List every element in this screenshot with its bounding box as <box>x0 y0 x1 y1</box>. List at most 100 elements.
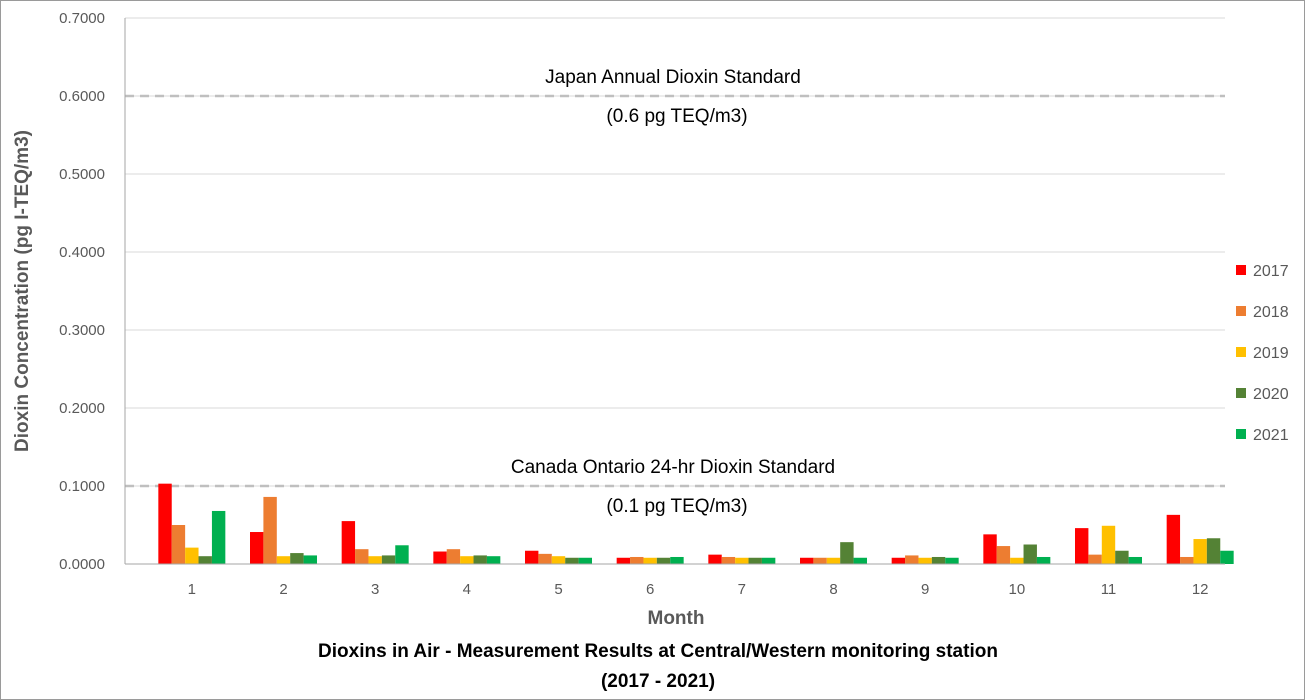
x-tick-label: 1 <box>188 581 196 598</box>
legend-swatch-2017 <box>1236 265 1246 275</box>
bar-2020-month-6 <box>656 557 671 564</box>
bar-2020-month-7 <box>748 557 762 564</box>
reference-line-sublabel: (0.1 pg TEQ/m3) <box>606 496 747 517</box>
y-tick-label: 0.6000 <box>59 88 105 105</box>
y-tick-label: 0.3000 <box>59 322 105 339</box>
bar-2021-month-8 <box>853 557 867 564</box>
gridlines <box>125 17 1225 487</box>
bar-2017-month-6 <box>616 557 631 564</box>
bar-2017-month-10 <box>983 534 997 564</box>
bar-2021-month-4 <box>486 556 501 564</box>
x-tick-label: 3 <box>371 581 379 598</box>
legend-label-2020: 2020 <box>1253 386 1289 403</box>
bar-2019-month-7 <box>735 557 749 564</box>
bar-2018-month-12 <box>1180 556 1194 564</box>
y-tick-label: 0.2000 <box>59 400 105 417</box>
bar-2021-month-10 <box>1036 556 1051 564</box>
y-tick-label: 0.1000 <box>59 478 105 495</box>
legend-swatch-2019 <box>1236 347 1246 357</box>
x-tick-label: 5 <box>554 581 562 598</box>
legend: 2017 2018 2019 2020 2021 <box>1236 263 1289 444</box>
x-tick-label: 9 <box>921 581 929 598</box>
bar-2019-month-12 <box>1193 539 1207 564</box>
bar-2021-month-3 <box>395 545 409 564</box>
legend-label-2018: 2018 <box>1253 304 1289 321</box>
bar-2021-month-1 <box>211 510 226 564</box>
bar-2020-month-11 <box>1115 550 1129 564</box>
x-tick-label: 7 <box>738 581 746 598</box>
axes <box>124 18 1225 565</box>
reference-line-sublabel: (0.6 pg TEQ/m3) <box>606 106 747 127</box>
x-axis-title: Month <box>648 608 705 629</box>
bar-2017-month-1 <box>158 483 172 564</box>
bar-2021-month-9 <box>945 557 959 564</box>
bar-2019-month-9 <box>918 557 932 564</box>
legend-swatch-2018 <box>1236 306 1246 316</box>
legend-swatch-2021 <box>1236 429 1246 439</box>
bar-2020-month-12 <box>1206 538 1221 564</box>
bar-2017-month-2 <box>250 532 264 564</box>
bar-2020-month-10 <box>1023 544 1037 564</box>
reference-lines: Japan Annual Dioxin Standard (0.6 pg TEQ/… <box>125 67 1225 517</box>
bar-2018-month-11 <box>1088 554 1102 564</box>
bar-2020-month-4 <box>473 555 487 564</box>
bar-2017-month-8 <box>800 557 814 564</box>
bar-2018-month-7 <box>721 556 736 564</box>
bar-2018-month-2 <box>263 496 277 564</box>
reference-line-label: Canada Ontario 24-hr Dioxin Standard <box>511 457 835 478</box>
x-tick-label: 2 <box>279 581 287 598</box>
legend-label-2017: 2017 <box>1253 263 1289 280</box>
bar-2017-month-7 <box>708 554 722 564</box>
bar-2017-month-12 <box>1166 514 1181 564</box>
legend-label-2019: 2019 <box>1253 345 1289 362</box>
bar-2018-month-8 <box>813 557 827 564</box>
bar-2017-month-3 <box>341 521 356 564</box>
bars <box>158 483 1234 564</box>
bar-2021-month-6 <box>670 556 684 564</box>
bar-2019-month-6 <box>643 557 657 564</box>
bar-2019-month-8 <box>826 557 841 564</box>
bar-2018-month-6 <box>630 556 644 564</box>
bar-2018-month-1 <box>171 525 186 564</box>
bar-2020-month-3 <box>381 555 396 564</box>
bar-2019-month-10 <box>1010 557 1024 564</box>
x-tick-label: 10 <box>1008 581 1025 598</box>
y-tick-label: 0.4000 <box>59 244 105 261</box>
y-tick-label: 0.7000 <box>59 10 105 27</box>
bar-2020-month-8 <box>840 542 854 564</box>
bar-2017-month-4 <box>433 551 447 564</box>
bar-2021-month-7 <box>761 557 776 564</box>
bar-2019-month-4 <box>460 556 474 564</box>
bar-2020-month-2 <box>290 553 304 564</box>
bar-2017-month-5 <box>525 550 539 564</box>
bar-2019-month-2 <box>276 556 291 564</box>
chart-title: Dioxins in Air - Measurement Results at … <box>318 641 998 662</box>
bar-2021-month-5 <box>578 557 592 564</box>
bar-2018-month-10 <box>996 546 1011 564</box>
y-axis-title: Dioxin Concentration (pg I-TEQ/m3) <box>12 130 33 452</box>
bar-2021-month-2 <box>303 555 317 564</box>
legend-swatch-2020 <box>1236 388 1246 398</box>
bar-2020-month-5 <box>565 557 579 564</box>
bar-2020-month-1 <box>198 556 212 564</box>
bar-2017-month-11 <box>1075 528 1089 564</box>
bar-2017-month-9 <box>891 557 906 564</box>
bar-2019-month-5 <box>551 556 566 564</box>
bar-2018-month-3 <box>355 549 369 564</box>
bar-2018-month-4 <box>446 549 461 564</box>
x-tick-label: 12 <box>1192 581 1209 598</box>
x-tick-label: 11 <box>1101 581 1117 598</box>
bar-2020-month-9 <box>931 556 946 564</box>
y-tick-label: 0.5000 <box>59 166 105 183</box>
tick-labels: 0.0000 0.1000 0.2000 0.3000 0.4000 0.5000 0.60… <box>59 10 1208 598</box>
reference-line-label: Japan Annual Dioxin Standard <box>545 67 801 88</box>
bar-2021-month-11 <box>1128 556 1142 564</box>
x-tick-label: 4 <box>463 581 471 598</box>
bar-2018-month-5 <box>538 553 552 564</box>
x-tick-label: 6 <box>646 581 654 598</box>
bar-2021-month-12 <box>1220 550 1234 564</box>
x-tick-label: 8 <box>829 581 837 598</box>
bar-2018-month-9 <box>905 555 919 564</box>
bar-2019-month-3 <box>368 556 382 564</box>
